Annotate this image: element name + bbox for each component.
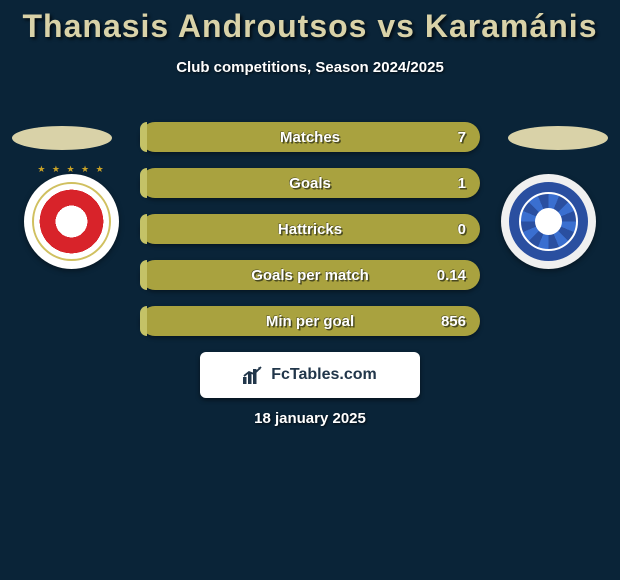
stat-row: Matches 7: [140, 122, 480, 152]
stat-row: Goals per match 0.14: [140, 260, 480, 290]
crest-ring: [32, 182, 111, 261]
chart-icon: [243, 366, 265, 384]
brand-text: FcTables.com: [271, 366, 377, 384]
stat-value: 0.14: [437, 267, 466, 284]
stats-list: Matches 7 Goals 1 Hattricks 0 Goals per …: [140, 122, 480, 352]
right-club-crest: [501, 174, 596, 269]
stat-value: 0: [458, 221, 466, 238]
stat-label: Matches: [140, 129, 480, 146]
brand-badge: FcTables.com: [200, 352, 420, 398]
stat-label: Goals: [140, 175, 480, 192]
page-title: Thanasis Androutsos vs Karamánis: [0, 0, 620, 45]
subtitle: Club competitions, Season 2024/2025: [0, 59, 620, 76]
stat-row: Hattricks 0: [140, 214, 480, 244]
stat-row: Min per goal 856: [140, 306, 480, 336]
date-label: 18 january 2025: [0, 410, 620, 427]
stat-value: 856: [441, 313, 466, 330]
stars-icon: ★ ★ ★ ★ ★: [24, 164, 119, 175]
left-ellipse: [12, 126, 112, 150]
crest-center: [535, 208, 562, 235]
left-club-crest: ★ ★ ★ ★ ★: [24, 174, 119, 269]
stat-label: Hattricks: [140, 221, 480, 238]
stat-value: 1: [458, 175, 466, 192]
comparison-card: Thanasis Androutsos vs Karamánis Club co…: [0, 0, 620, 580]
stat-value: 7: [458, 129, 466, 146]
right-ellipse: [508, 126, 608, 150]
stat-label: Min per goal: [140, 313, 480, 330]
stat-row: Goals 1: [140, 168, 480, 198]
stat-label: Goals per match: [140, 267, 480, 284]
